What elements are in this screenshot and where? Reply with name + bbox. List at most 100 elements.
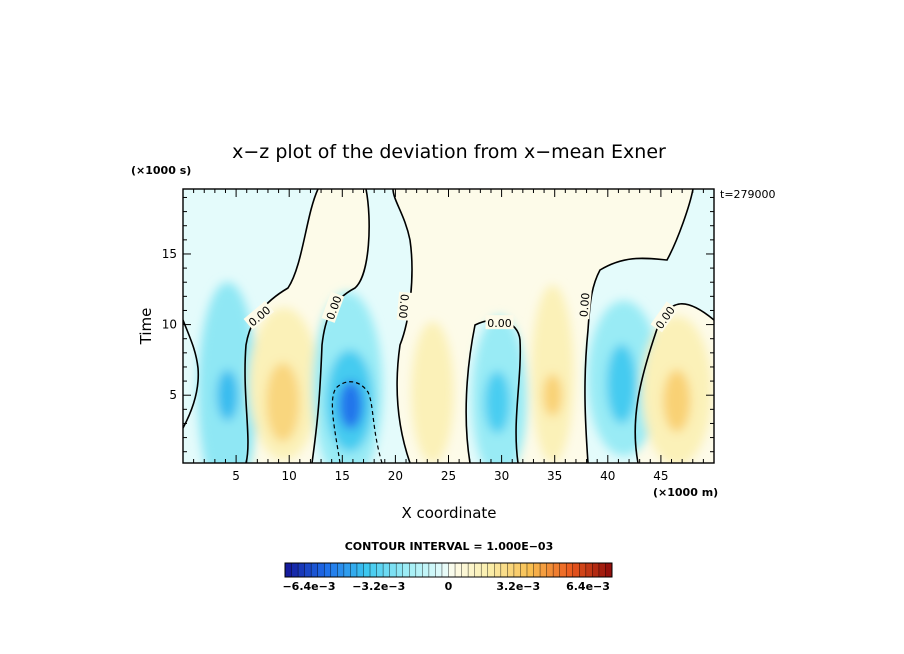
colorbar-cell [605, 563, 613, 577]
contour-label-3: 0.00 [396, 291, 414, 321]
y-tick-label: 15 [162, 247, 177, 261]
colorbar-cell [474, 563, 482, 577]
y-tick-label: 5 [169, 388, 177, 402]
plot-area [183, 189, 714, 463]
x-tick-label: 20 [388, 469, 403, 483]
anomaly-blob-4 [265, 362, 300, 442]
x-tick-label: 40 [600, 469, 615, 483]
dashed-negative-contour [331, 381, 383, 463]
anomaly-blob-12 [543, 374, 563, 417]
colorbar-tick-label: 3.2e−3 [496, 580, 540, 593]
y-tick-label: 10 [162, 318, 177, 332]
time-label: t=279000 [720, 188, 776, 201]
anomaly-blob-14 [606, 344, 637, 424]
x-unit-label: (×1000 m) [653, 486, 718, 499]
colorbar-cell [572, 563, 580, 577]
colorbar-cell [363, 563, 371, 577]
colorbar-cell [553, 563, 560, 577]
contour-label-bg [575, 290, 592, 320]
contour-label-bg [321, 291, 345, 323]
colorbar-cell [396, 563, 404, 577]
colorbar-cell [448, 563, 456, 577]
colorbar-cell [461, 563, 469, 577]
colorbar-cell [415, 563, 423, 577]
x-tick-label: 35 [547, 469, 562, 483]
colorbar-cell [383, 563, 390, 577]
chart-title: x−z plot of the deviation from x−mean Ex… [232, 141, 666, 163]
colorbar-cell [409, 563, 417, 577]
colorbar-cell [592, 563, 600, 577]
colorbar-cell [350, 563, 358, 577]
colorbar-cell [298, 563, 305, 577]
colorbar-cell [356, 563, 364, 577]
anomaly-blob-7 [339, 381, 363, 430]
colorbar-cell [311, 563, 318, 577]
contour-label-5: 0.00 [575, 290, 592, 320]
contour-label-bg [396, 291, 414, 321]
anomaly-blob-2 [216, 369, 239, 421]
contour-label-text: 0.00 [487, 317, 512, 330]
colorbar-cell [487, 563, 495, 577]
colorbar-cell [468, 563, 475, 577]
colorbar-cell [598, 563, 606, 577]
zero-contour-7 [634, 303, 714, 463]
anomaly-blob-8 [411, 321, 454, 463]
colorbar-tick-label: 6.4e−3 [566, 580, 610, 593]
x-axis-label: X coordinate [401, 504, 496, 522]
contour-label-bg [650, 301, 679, 333]
x-tick-label: 15 [335, 469, 350, 483]
colorbar-tick-label: 0 [445, 580, 453, 593]
colorbar-cell [559, 563, 567, 577]
y-axis-label: Time [137, 308, 155, 346]
zero-contour-1 [183, 319, 200, 429]
contour-label-4: 0.00 [485, 315, 514, 330]
colorbar-cell [441, 563, 449, 577]
contour-label-bg [485, 315, 514, 330]
x-tick-label: 25 [441, 469, 456, 483]
colorbar-cell [285, 563, 292, 577]
anomaly-blobs [197, 282, 712, 463]
contour-label-text: 0.00 [577, 292, 592, 318]
zero-contour-6 [584, 189, 694, 463]
tick-labels: 5 10 15 20 25 30 35 40 45 5 10 15 [162, 247, 669, 483]
colorbar-cell [324, 563, 332, 577]
x-tick-label: 45 [653, 469, 668, 483]
colorbar-cell [579, 563, 587, 577]
colorbar-cell [481, 563, 489, 577]
anomaly-blob-10 [484, 371, 511, 434]
colorbar-cell [494, 563, 502, 577]
contour-label-bg [243, 300, 275, 330]
colorbar-cell [370, 563, 377, 577]
anomaly-blob-16 [663, 369, 691, 432]
x-tick-label: 5 [232, 469, 240, 483]
colorbar-cell [507, 563, 515, 577]
x-tick-label: 10 [282, 469, 297, 483]
colorbar-tick-label: −6.4e−3 [282, 580, 335, 593]
colorbar-cell [291, 563, 299, 577]
contour-interval-text: CONTOUR INTERVAL = 1.000E−03 [345, 540, 554, 553]
colorbar-cell [428, 563, 436, 577]
colorbar-cell [435, 563, 443, 577]
colorbar-cell [500, 563, 508, 577]
colorbar-cell [376, 563, 384, 577]
colorbar-labels: −6.4e−3 −3.2e−3 0 3.2e−3 6.4e−3 [282, 580, 609, 593]
y-unit-label: (×1000 s) [131, 164, 191, 177]
colorbar-cell [533, 563, 541, 577]
colorbar [284, 563, 613, 577]
colorbar-cell [330, 563, 338, 577]
colorbar-tick-label: −3.2e−3 [352, 580, 405, 593]
colorbar-cell [402, 563, 410, 577]
x-tick-label: 30 [494, 469, 509, 483]
axis-ticks [183, 189, 714, 463]
colorbar-cell [546, 563, 554, 577]
colorbar-cell [422, 563, 430, 577]
colorbar-cell [304, 563, 312, 577]
colorbar-frame [284, 562, 613, 578]
colorbar-cell [343, 563, 351, 577]
colorbar-cell [566, 563, 574, 577]
colorbar-cell [520, 563, 528, 577]
colorbar-cell [513, 563, 521, 577]
colorbar-cell [389, 563, 397, 577]
colorbar-cell [337, 563, 345, 577]
